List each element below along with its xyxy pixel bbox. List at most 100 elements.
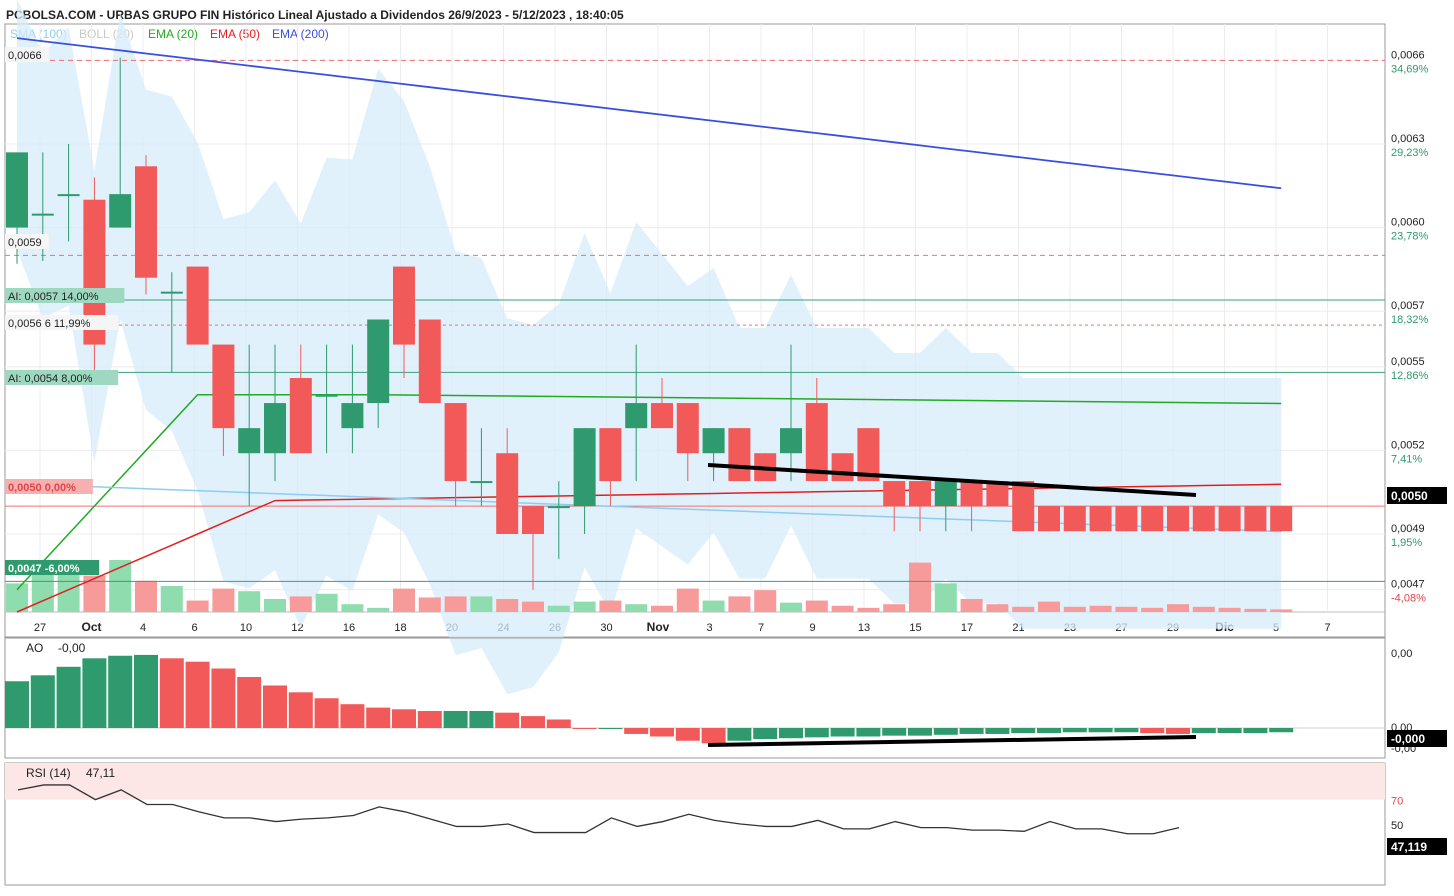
ao-bar [237,677,262,728]
ao-bar [82,658,107,728]
candle-body [702,428,725,454]
candle-body [418,319,441,404]
volume-bar [6,583,28,612]
candle-body [341,403,364,429]
legend-item-4: EMA (200) [272,27,329,41]
y-tick-price: 0,0066 [1391,49,1425,61]
candle-body [599,428,622,482]
y-tick-price: 0,0055 [1391,356,1425,368]
volume-bar [573,601,596,612]
volume-bar [315,593,338,612]
ao-bar [495,712,520,728]
candle-body [883,481,906,507]
volume-bar [418,597,441,612]
candle-body [212,344,235,429]
ao-bar [417,711,442,728]
volume-bar [289,596,312,612]
y-tick-pct: 29,23% [1391,147,1429,159]
ao-current-tag [1387,730,1447,747]
legend-item-3: EMA (50) [210,27,260,41]
y-tick-price: 0,0057 [1391,300,1425,312]
ao-bar [1037,728,1061,734]
volume-bar [212,588,235,612]
candle-body [1089,506,1112,532]
volume-bar [109,560,132,612]
ao-bar [1217,728,1242,734]
candle-body [1270,506,1293,532]
ao-bar [56,666,81,728]
y-tick-pct: 7,41% [1391,453,1422,465]
y-tick-price: 0,0047 [1391,579,1425,591]
last-price-tag [1387,487,1447,504]
price-tag [5,560,100,575]
volume-bar [831,605,854,612]
ao-bar [1011,728,1036,734]
rsi-current-tag [1387,838,1447,855]
candle-body [625,403,648,429]
price-tag [5,479,93,494]
ao-bar [701,728,726,744]
ao-value: -0,00 [58,641,86,655]
candle-body [1141,506,1164,532]
price-tag-label: 0,0056 6 11,99% [8,318,91,330]
x-tick-label: 17 [961,622,973,634]
candle-body [573,428,596,507]
y-tick-pct: 1,95% [1391,537,1422,549]
volume-bar [367,607,390,612]
ao-bar [314,698,339,728]
volume-bar [1038,601,1060,612]
ao-bar [366,707,391,728]
ao-bar [1088,728,1113,733]
volume-bar [1218,607,1241,612]
ao-bar [5,681,29,728]
ao-bar [1243,728,1268,734]
candle-body [109,194,132,228]
rsi-tick-50: 50 [1391,820,1403,832]
volume-bar [909,562,931,612]
ao-bar [650,728,674,737]
ao-tick: 0,00 [1391,648,1412,660]
price-tag-label: 0,0066 [8,50,42,62]
candle-body [986,481,1009,507]
ao-bar [624,728,649,734]
candle-body [1115,506,1138,532]
ema-200-line [16,37,1282,190]
y-tick-price: 0,0063 [1391,133,1425,145]
volume-bar [341,604,364,612]
candle-body [1244,506,1267,532]
ao-bar [753,728,778,740]
volume-bar [1192,606,1215,612]
chart-title: PCBOLSA.COM - URBAS GRUPO FIN Histórico … [6,8,624,22]
y-tick-pct: 23,78% [1391,231,1429,243]
volume-bar [1244,608,1267,612]
volume-bar [393,588,415,612]
volume-bar [883,604,906,612]
candle-body [909,481,931,507]
price-tag [5,288,125,303]
ao-bar [134,654,158,728]
volume-bar [470,596,493,612]
price-tag-label: 0,0059 [8,237,42,249]
price-tag-label: AI: 0,0057 14,00% [8,291,99,303]
volume-bar [1115,606,1138,612]
x-tick-label: 6 [191,622,197,634]
rsi-label: RSI (14) [26,766,71,780]
price-tag [5,315,119,330]
ao-bar [985,728,1010,734]
candle-body [547,506,570,509]
ao-bar [521,716,545,728]
volume-bar [83,575,106,612]
volume-bar [238,591,261,612]
candle-body [367,319,390,404]
candle-body [470,481,493,484]
ao-bar [288,692,313,728]
candle-body [728,428,751,482]
ao-bar [1191,728,1216,734]
candle-body [135,166,157,278]
ao-bar [340,704,365,728]
volume-bar [805,600,828,612]
ao-bar [727,728,752,741]
ao-bar [933,728,958,735]
x-tick-label: 13 [858,622,870,634]
